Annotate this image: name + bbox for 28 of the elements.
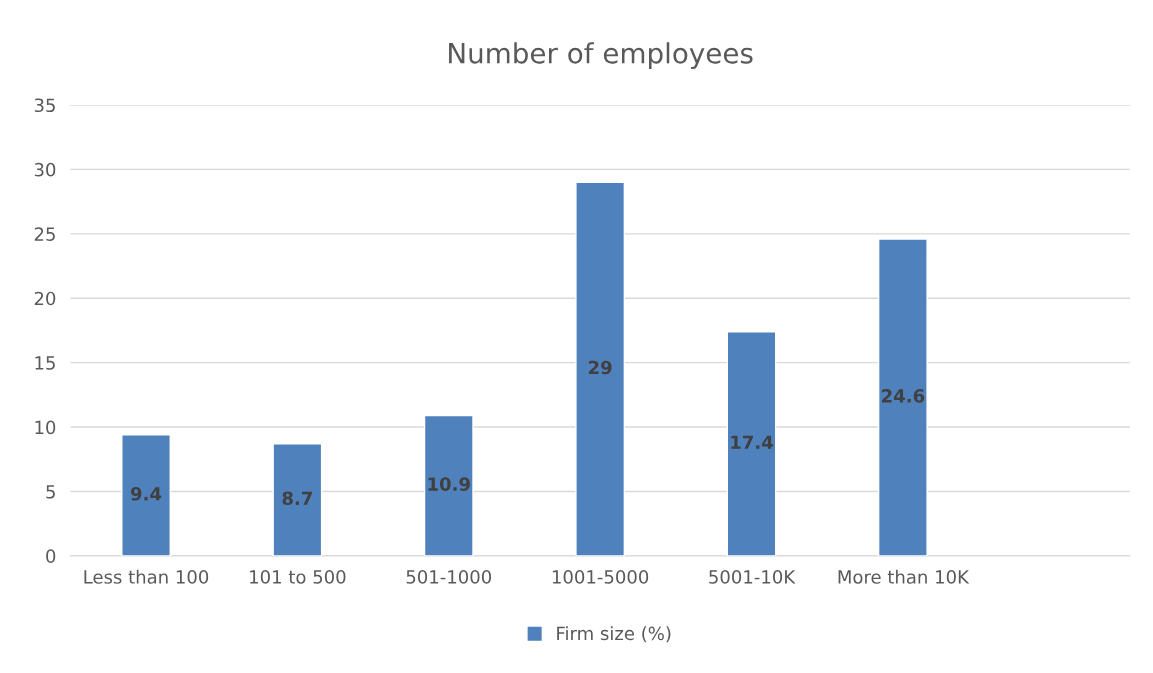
data-label: 17.4 [731, 435, 773, 449]
x-tick-label: More than 10K [838, 569, 970, 584]
x-tick-label: 5001-10K [709, 570, 796, 584]
bar [121, 434, 171, 556]
x-tick-label: 101 to 500 [250, 570, 346, 584]
y-tick-label: 15 [35, 356, 55, 370]
bar [272, 443, 323, 556]
bar [726, 331, 777, 556]
x-tick-label: Less than 100 [84, 569, 209, 584]
legend-label: Firm size (%) [557, 626, 671, 643]
bar [423, 414, 474, 556]
data-label: 9.4 [130, 486, 162, 501]
bar [575, 181, 626, 556]
y-tick-label: 10 [35, 420, 56, 435]
data-label: 24.6 [882, 389, 925, 403]
bar [877, 238, 928, 556]
chart-title: Number of employees [449, 42, 753, 70]
y-tick-label: 20 [34, 291, 56, 306]
y-tick-label: 25 [34, 227, 55, 241]
y-tick-label: 0 [46, 549, 56, 564]
data-label: 29 [589, 360, 612, 375]
y-tick-label: 30 [34, 162, 56, 177]
y-tick-label: 35 [34, 98, 55, 113]
x-tick-label: 501-1000 [406, 570, 492, 584]
x-tick-label: 1001-5000 [552, 570, 649, 584]
data-label: 10.9 [428, 477, 470, 491]
y-tick-label: 5 [46, 485, 55, 499]
data-label: 8.7 [282, 491, 312, 506]
